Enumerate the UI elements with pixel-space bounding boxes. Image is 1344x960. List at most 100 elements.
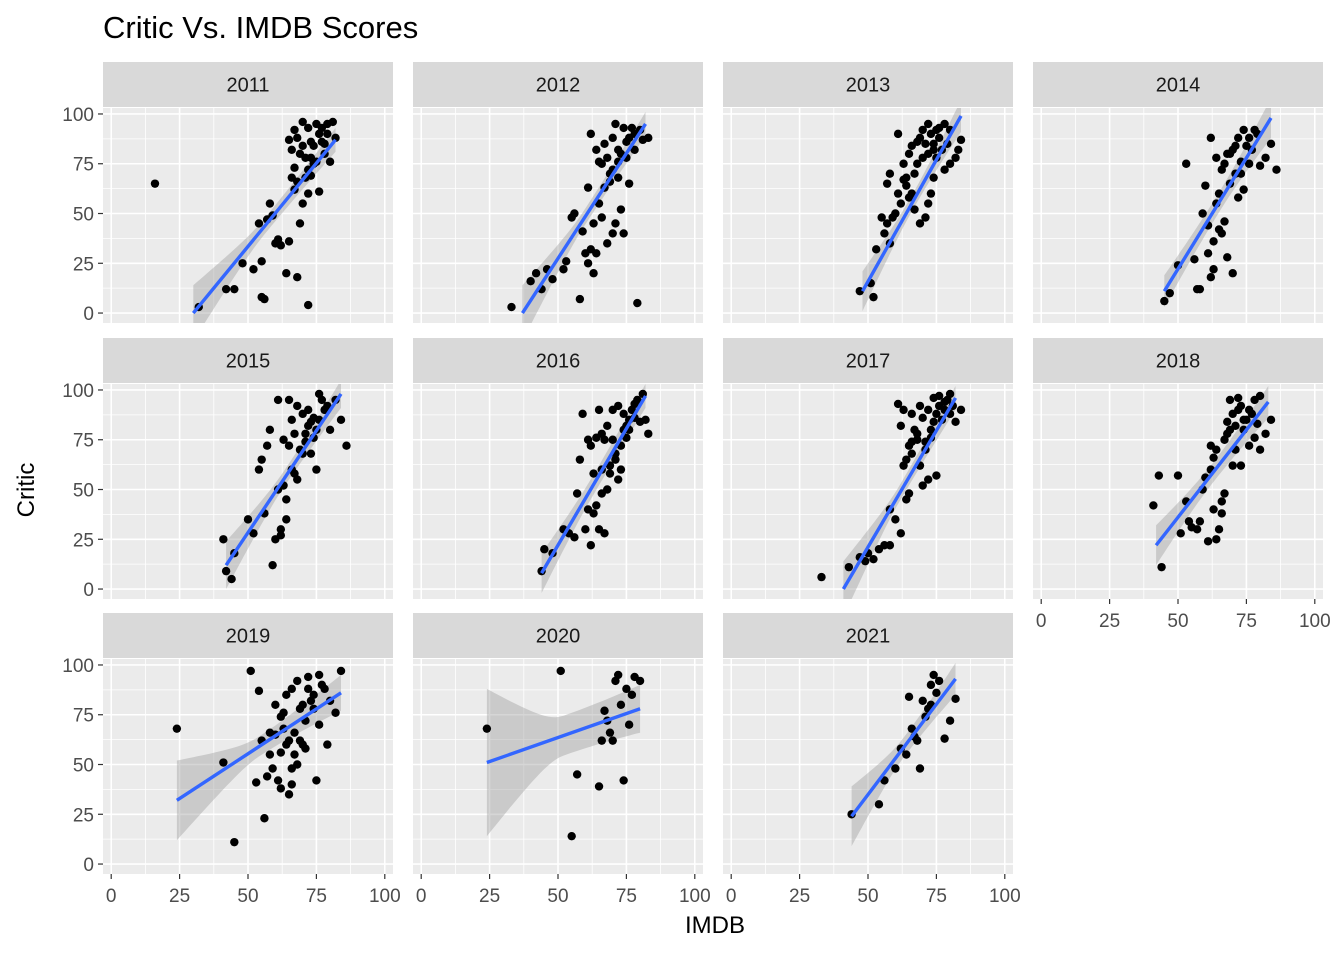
data-point	[1233, 133, 1243, 143]
data-point	[221, 284, 231, 294]
facet-panel-2013: 2013	[723, 62, 1013, 323]
data-point	[331, 708, 340, 717]
data-point	[899, 159, 908, 168]
data-point	[603, 421, 612, 431]
data-point	[608, 435, 617, 444]
data-point	[904, 692, 914, 702]
data-point	[918, 125, 927, 135]
facet-panel-2015: 2015 0 25 50 75 100	[62, 338, 393, 601]
data-point	[230, 284, 239, 294]
data-point	[284, 790, 294, 799]
data-point	[603, 153, 612, 162]
data-point	[907, 189, 916, 198]
data-point	[293, 133, 302, 143]
data-point	[592, 249, 601, 258]
data-point	[622, 684, 631, 694]
data-point	[276, 531, 286, 540]
data-point	[262, 441, 272, 450]
data-point	[926, 425, 936, 434]
x-tick-label: 100	[1299, 611, 1331, 632]
data-point	[298, 117, 307, 127]
data-point	[1250, 433, 1259, 442]
data-point	[219, 758, 228, 767]
data-point	[323, 401, 332, 411]
data-point	[336, 666, 346, 676]
data-point	[1225, 425, 1235, 434]
trend-line	[1162, 117, 1273, 293]
data-point	[290, 125, 299, 135]
data-point	[284, 736, 294, 745]
data-point	[570, 209, 579, 218]
data-point	[1220, 435, 1229, 444]
data-point	[597, 213, 606, 222]
data-point	[282, 515, 291, 524]
data-point	[1266, 139, 1276, 149]
data-point	[314, 187, 324, 196]
data-point	[934, 133, 944, 143]
data-point	[600, 529, 609, 538]
data-point	[940, 734, 949, 743]
data-point	[314, 720, 324, 729]
panel-content	[855, 108, 966, 312]
data-point	[1203, 537, 1213, 546]
data-point	[589, 269, 598, 278]
data-point	[600, 139, 609, 149]
data-point	[644, 429, 653, 438]
data-point	[583, 183, 593, 192]
data-point	[951, 694, 960, 704]
facet-panel-2016: 2016	[413, 338, 703, 599]
data-point	[624, 720, 634, 729]
data-point	[287, 145, 296, 155]
data-point	[893, 129, 903, 139]
data-point	[594, 405, 604, 415]
data-point	[589, 469, 598, 478]
data-point	[885, 169, 895, 178]
data-point	[589, 219, 598, 228]
data-point	[540, 545, 549, 554]
data-point	[303, 123, 313, 133]
x-tick-label: 75	[926, 886, 947, 907]
data-point	[268, 764, 277, 773]
data-point	[1157, 562, 1166, 572]
data-point	[268, 560, 277, 570]
data-point	[265, 425, 275, 434]
data-point	[605, 728, 615, 737]
data-point	[1212, 535, 1221, 544]
facet-strip-label: 2017	[846, 351, 891, 373]
y-tick-label: 25	[73, 254, 94, 275]
data-point	[290, 429, 299, 438]
data-point	[904, 489, 914, 498]
data-point	[907, 449, 916, 458]
y-tick-label: 0	[83, 855, 94, 876]
x-tick-label: 75	[306, 886, 327, 907]
data-point	[899, 461, 908, 470]
panel-content	[172, 666, 346, 847]
data-point	[260, 814, 269, 823]
data-point	[844, 562, 854, 572]
data-point	[1217, 165, 1226, 174]
data-point	[907, 409, 916, 419]
data-point	[482, 724, 492, 733]
data-point	[298, 700, 307, 709]
data-point	[249, 265, 258, 274]
x-tick-label: 25	[479, 886, 500, 907]
data-point	[589, 509, 598, 518]
data-point	[882, 179, 892, 188]
y-tick-label: 50	[73, 756, 94, 777]
data-point	[254, 465, 264, 474]
data-point	[611, 219, 620, 228]
data-point	[633, 298, 642, 308]
data-point	[548, 275, 557, 284]
data-point	[1182, 159, 1191, 168]
facet-panel-2020: 2020 0 25 50 75 100	[413, 613, 711, 907]
data-point	[1220, 489, 1229, 498]
data-point	[1149, 501, 1158, 510]
data-point	[951, 417, 960, 427]
data-point	[896, 199, 906, 208]
data-point	[290, 728, 299, 737]
data-point	[303, 189, 313, 198]
data-point	[273, 776, 283, 785]
facet-strip-label: 2011	[226, 75, 269, 97]
data-point	[904, 149, 914, 158]
